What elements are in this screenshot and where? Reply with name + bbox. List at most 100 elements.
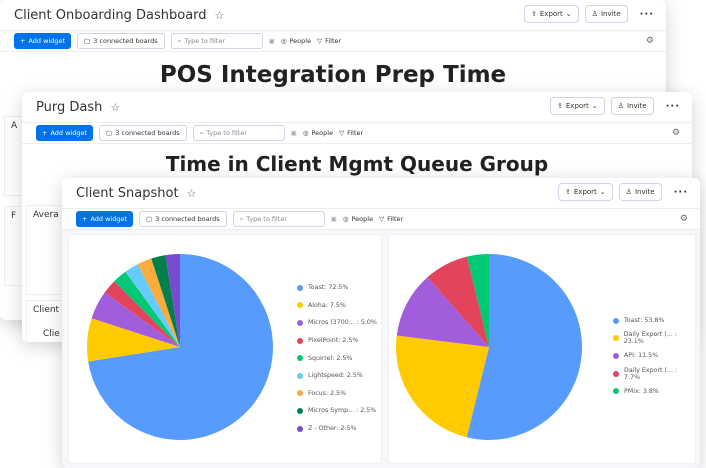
- connected-label: 3 connected boards: [93, 37, 158, 45]
- legend-item[interactable]: Aloha: 7.5%: [297, 297, 377, 315]
- add-widget-button[interactable]: + Add widget: [36, 125, 94, 141]
- pie-slice[interactable]: [151, 255, 180, 347]
- window-client-snapshot: Client Snapshot ☆ ⇪ Export ⌄ ♙ Invite ··· + A…: [62, 178, 700, 468]
- filter-placeholder: Type to filter: [206, 129, 248, 137]
- pie-slice[interactable]: [396, 335, 489, 438]
- more-icon[interactable]: ···: [665, 100, 680, 112]
- filter-button[interactable]: ▽ Filter: [379, 215, 404, 223]
- gear-icon[interactable]: ⚙: [645, 36, 654, 46]
- pie-slice[interactable]: [104, 281, 180, 347]
- export-button[interactable]: ⇪ Export ⌄: [550, 97, 605, 115]
- pie-slice[interactable]: [91, 292, 180, 347]
- legend-dot-icon: [613, 388, 619, 395]
- filter-button[interactable]: ▽ Filter: [339, 129, 364, 137]
- legend-label: Micros Symp... : 2.5%: [308, 407, 377, 415]
- legend-label: Aloha: 7.5%: [308, 301, 346, 309]
- legend-label: Toast: 53.8%: [624, 317, 665, 325]
- board-icon: ▢: [146, 215, 153, 223]
- legend-item[interactable]: PixelPoint: 2.5%: [297, 332, 377, 350]
- invite-label: Invite: [600, 10, 621, 18]
- pie-slice[interactable]: [125, 264, 180, 347]
- invite-button[interactable]: ♙ Invite: [584, 5, 628, 23]
- people-button[interactable]: ◎ People: [280, 37, 312, 45]
- pie-slice[interactable]: [427, 256, 489, 347]
- legend-item[interactable]: Daily Export (... : 23.1%: [613, 330, 695, 348]
- legend-dot-icon: [613, 352, 619, 359]
- filter-input[interactable]: ⌕ Type to filter: [192, 125, 285, 141]
- add-widget-label: Add widget: [50, 129, 88, 137]
- legend-item[interactable]: Squirrel: 2.5%: [297, 349, 377, 367]
- legend-item[interactable]: API: 11.5%: [613, 347, 695, 365]
- legend-item[interactable]: Focus: 2.5%: [297, 385, 377, 403]
- invite-label: Invite: [634, 188, 655, 196]
- pie-slice[interactable]: [87, 318, 180, 362]
- add-widget-label: Add widget: [28, 37, 66, 45]
- export-icon: ⇪: [565, 188, 571, 196]
- legend-dot-icon: [613, 370, 619, 377]
- star-icon[interactable]: ☆: [214, 8, 225, 22]
- invite-button[interactable]: ♙ Invite: [618, 183, 662, 201]
- star-icon[interactable]: ☆: [186, 186, 197, 200]
- legend-item[interactable]: PMix: 3.8%: [613, 382, 695, 400]
- filter-input[interactable]: ⌕ Type to filter: [170, 33, 263, 49]
- pie-slice[interactable]: [466, 254, 582, 440]
- filter-input[interactable]: ⌕ Type to filter: [232, 211, 325, 227]
- save-icon[interactable]: ▣: [268, 37, 275, 45]
- export-label: Export: [565, 102, 589, 110]
- side-text: Avera: [33, 210, 59, 220]
- side-text: A: [11, 121, 18, 131]
- pie-slice[interactable]: [466, 254, 489, 347]
- export-icon: ⇪: [557, 102, 563, 110]
- export-button[interactable]: ⇪ Export ⌄: [524, 5, 579, 23]
- pie-slice[interactable]: [114, 271, 180, 347]
- connected-label: 3 connected boards: [155, 215, 220, 223]
- legend-1: Toast: 72.5% Aloha: 7.5% Micros (3700... :…: [297, 279, 377, 437]
- connected-boards-button[interactable]: ▢ 3 connected boards: [139, 211, 227, 227]
- legend-item[interactable]: Daily Export (... : 7.7%: [613, 365, 695, 383]
- filter-label: Filter: [347, 129, 364, 137]
- filter-label: Filter: [325, 37, 342, 45]
- side-text: Client: [33, 305, 60, 315]
- people-label: People: [289, 37, 312, 45]
- invite-button[interactable]: ♙ Invite: [610, 97, 654, 115]
- side-widget: A: [4, 116, 24, 196]
- legend-dot-icon: [297, 284, 303, 291]
- save-icon[interactable]: ▣: [290, 129, 297, 137]
- connected-label: 3 connected boards: [115, 129, 180, 137]
- legend-item[interactable]: Micros Symp... : 2.5%: [297, 402, 377, 420]
- invite-label: Invite: [626, 102, 647, 110]
- export-button[interactable]: ⇪ Export ⌄: [558, 183, 613, 201]
- legend-item[interactable]: Toast: 53.8%: [613, 312, 695, 330]
- connected-boards-button[interactable]: ▢ 3 connected boards: [77, 33, 165, 49]
- add-widget-button[interactable]: + Add widget: [76, 211, 134, 227]
- pie-slice[interactable]: [396, 277, 489, 347]
- export-icon: ⇪: [531, 10, 537, 18]
- people-button[interactable]: ◎ People: [342, 215, 374, 223]
- legend-item[interactable]: Lightspeed: 2.5%: [297, 367, 377, 385]
- gear-icon[interactable]: ⚙: [679, 214, 688, 224]
- legend-label: Lightspeed: 2.5%: [308, 372, 363, 380]
- legend-dot-icon: [297, 319, 303, 326]
- add-widget-button[interactable]: + Add widget: [14, 33, 72, 49]
- save-icon[interactable]: ▣: [330, 215, 337, 223]
- legend-dot-icon: [613, 335, 619, 342]
- dashboard-title: Purg Dash: [36, 99, 103, 115]
- filter-label: Filter: [387, 215, 404, 223]
- connected-boards-button[interactable]: ▢ 3 connected boards: [99, 125, 187, 141]
- pie-chart-panel-1: Toast: 72.5% Aloha: 7.5% Micros (3700... :…: [68, 234, 382, 464]
- people-button[interactable]: ◎ People: [302, 129, 334, 137]
- side-text: Clie: [43, 329, 60, 339]
- more-icon[interactable]: ···: [639, 8, 654, 20]
- more-icon[interactable]: ···: [673, 186, 688, 198]
- star-icon[interactable]: ☆: [110, 100, 121, 114]
- person-add-icon: ♙: [617, 102, 624, 110]
- legend-item[interactable]: Z - Other: 2.5%: [297, 420, 377, 438]
- legend-item[interactable]: Micros (3700... : 5.0%: [297, 314, 377, 332]
- pie-slice[interactable]: [137, 258, 180, 347]
- pie-slice[interactable]: [165, 254, 180, 347]
- filter-button[interactable]: ▽ Filter: [317, 37, 342, 45]
- filter-placeholder: Type to filter: [246, 215, 288, 223]
- legend-item[interactable]: Toast: 72.5%: [297, 279, 377, 297]
- pie-slice[interactable]: [88, 254, 273, 440]
- gear-icon[interactable]: ⚙: [671, 128, 680, 138]
